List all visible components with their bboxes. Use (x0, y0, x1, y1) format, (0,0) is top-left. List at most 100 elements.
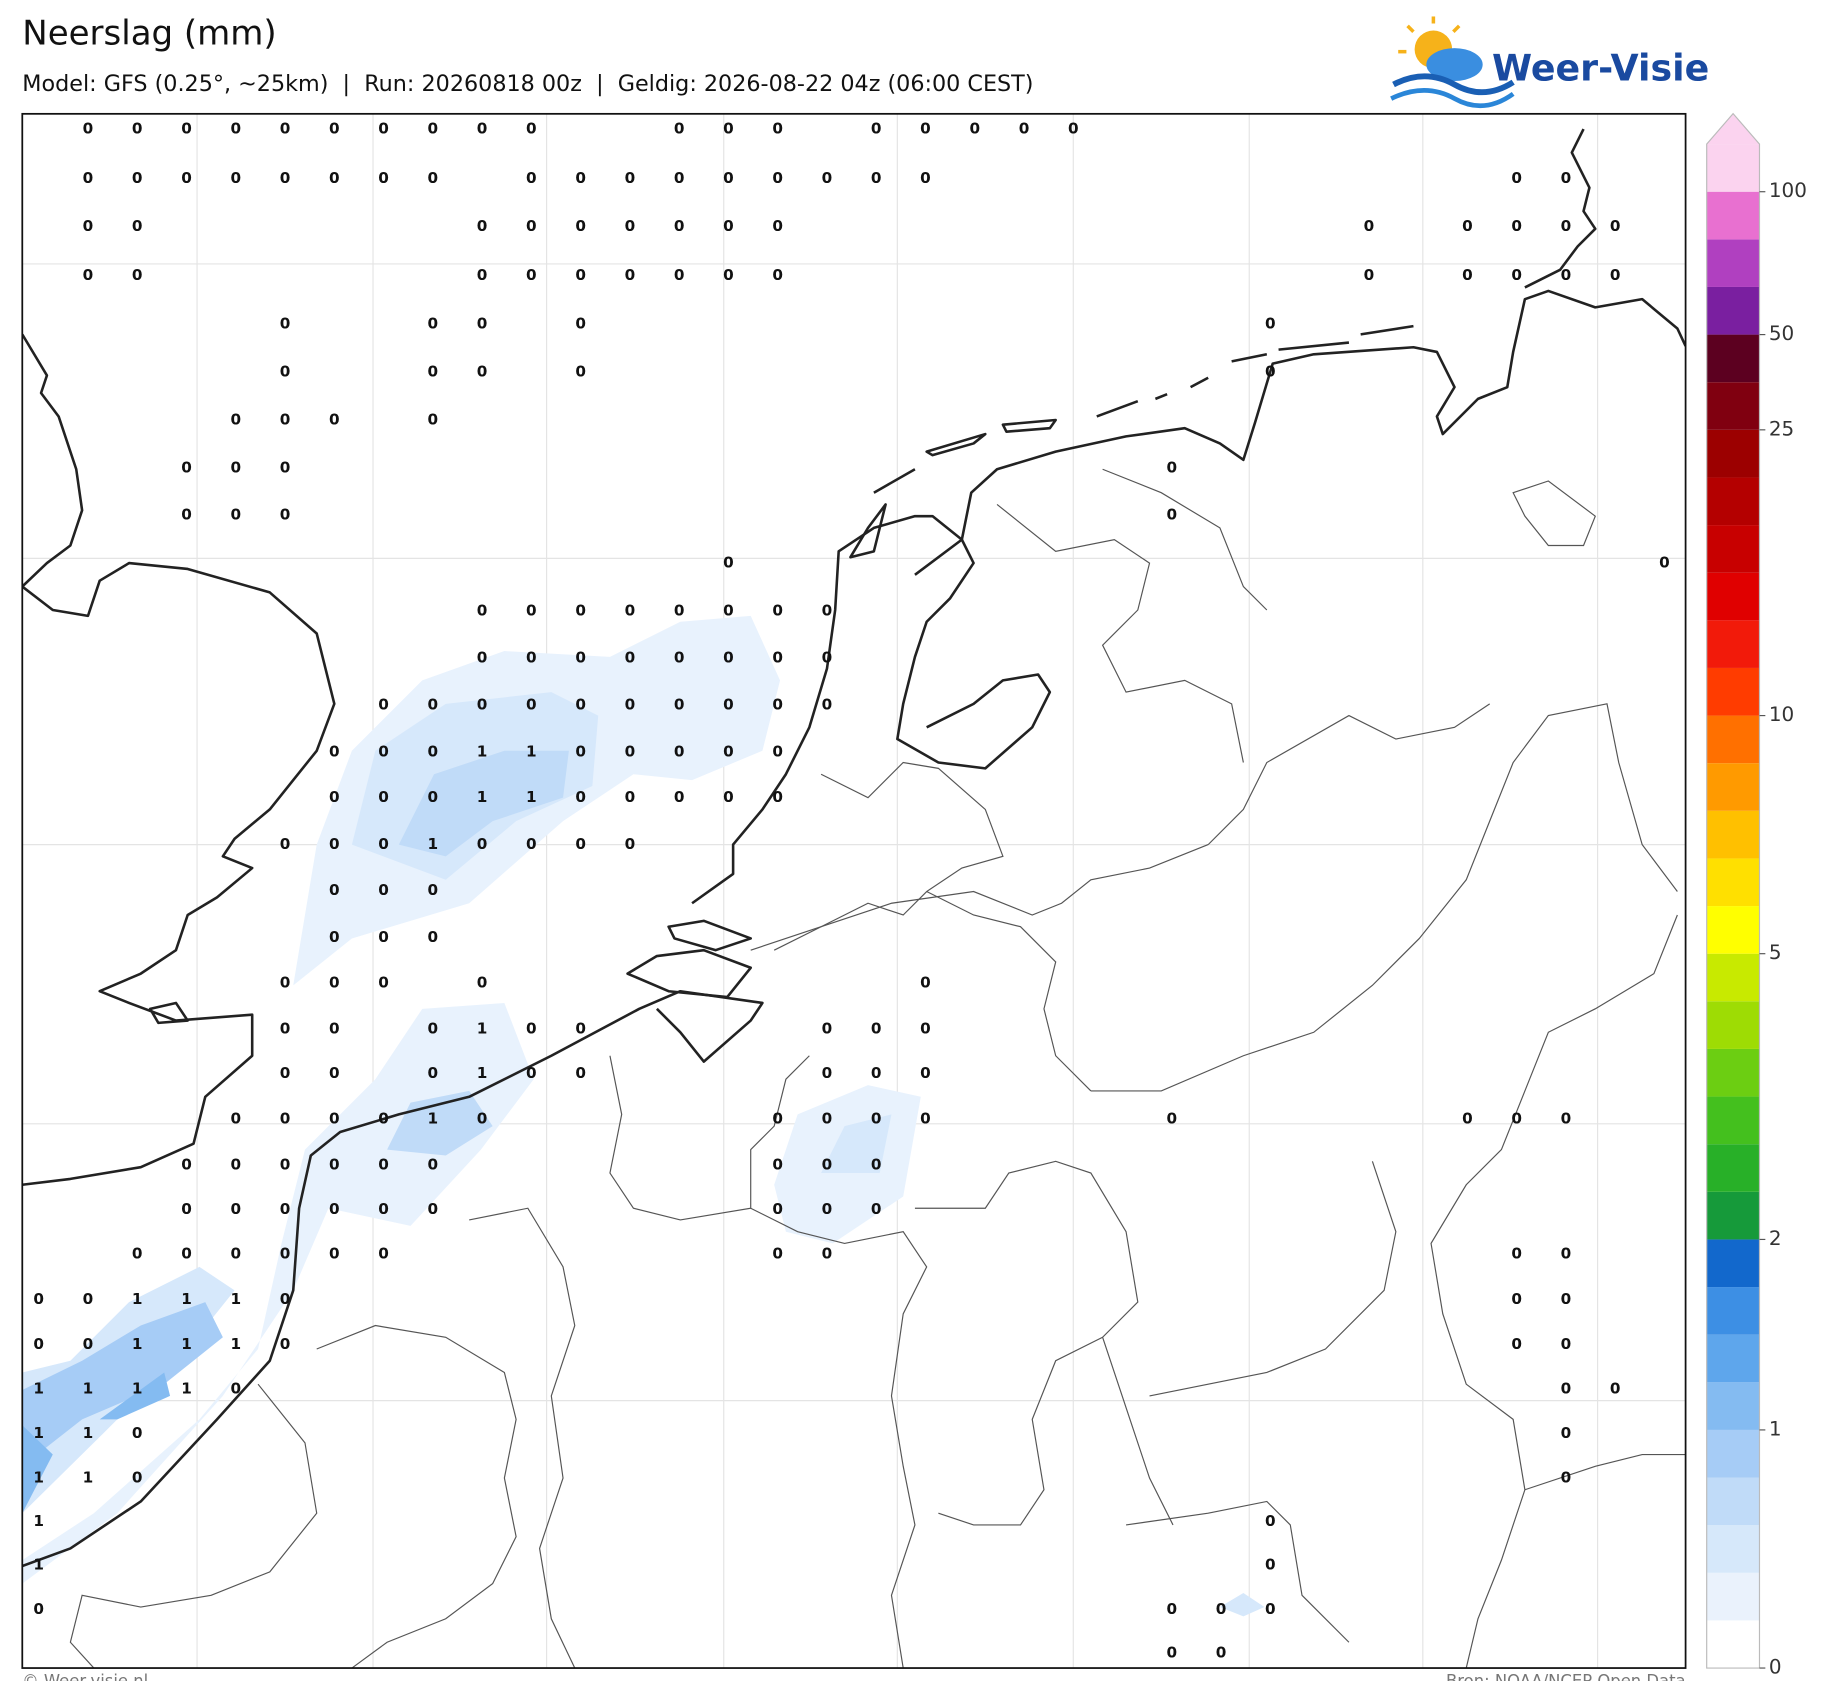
grid-value: 0 (1019, 120, 1030, 138)
colorbar-segment (1706, 525, 1760, 573)
grid-value: 0 (329, 410, 340, 428)
colorbar-segment (1706, 715, 1760, 764)
grid-value: 0 (280, 362, 291, 380)
grid-value: 0 (772, 649, 783, 667)
grid-value: 0 (378, 1200, 389, 1218)
grid-value: 0 (428, 410, 439, 428)
grid-value: 0 (575, 1064, 586, 1082)
grid-value: 1 (477, 742, 488, 760)
grid-value: 0 (1511, 266, 1522, 284)
grid-value: 0 (428, 362, 439, 380)
grid-value: 0 (1511, 1290, 1522, 1308)
grid-value: 1 (181, 1290, 192, 1308)
colorbar-segment (1706, 1048, 1760, 1097)
grid-value: 0 (1561, 217, 1572, 235)
grid-value: 0 (674, 120, 685, 138)
grid-value: 0 (625, 649, 636, 667)
grid-value: 0 (871, 1155, 882, 1173)
grid-value: 0 (1561, 1110, 1572, 1128)
grid-value: 0 (723, 649, 734, 667)
grid-value: 0 (575, 788, 586, 806)
grid-value: 0 (1610, 217, 1621, 235)
grid-value: 0 (280, 169, 291, 187)
colorbar-segment (1706, 667, 1760, 716)
grid-value: 0 (230, 505, 241, 523)
grid-value: 0 (280, 505, 291, 523)
grid-value: 0 (526, 120, 537, 138)
grid-value: 0 (575, 742, 586, 760)
grid-value: 0 (83, 169, 94, 187)
grid-value: 0 (280, 835, 291, 853)
colorbar-tick-label: 2 (1769, 1226, 1782, 1250)
colorbar-segment (1706, 382, 1760, 430)
grid-value: 0 (230, 1200, 241, 1218)
grid-value: 0 (822, 1155, 833, 1173)
grid-value: 0 (625, 788, 636, 806)
grid-value: 0 (920, 120, 931, 138)
grid-value: 0 (280, 459, 291, 477)
grid-value: 0 (1167, 1110, 1178, 1128)
grid-value: 0 (822, 1244, 833, 1262)
grid-value: 0 (181, 1155, 192, 1173)
grid-value: 0 (378, 974, 389, 992)
map-frame (21, 112, 1687, 1669)
grid-value: 0 (772, 788, 783, 806)
grid-value: 0 (132, 1244, 143, 1262)
grid-value: 0 (181, 459, 192, 477)
grid-value: 0 (378, 881, 389, 899)
grid-value: 0 (526, 169, 537, 187)
grid-value: 0 (1511, 1244, 1522, 1262)
grid-value: 0 (920, 169, 931, 187)
grid-value: 1 (132, 1290, 143, 1308)
grid-value: 0 (772, 266, 783, 284)
grid-value: 0 (378, 1155, 389, 1173)
grid-value: 0 (329, 742, 340, 760)
grid-value: 0 (33, 1335, 44, 1353)
source: Bron: NOAA/NCEP Open Data (1446, 1672, 1686, 1681)
grid-value: 0 (132, 1424, 143, 1442)
subtitle: Model: GFS (0.25°, ~25km) | Run: 2026081… (22, 71, 1033, 97)
grid-value: 0 (625, 266, 636, 284)
grid-value: 0 (428, 169, 439, 187)
colorbar-outline (1706, 112, 1761, 1669)
grid-value: 0 (625, 742, 636, 760)
grid-value: 0 (723, 169, 734, 187)
grid-value: 0 (526, 696, 537, 714)
grid-value: 0 (428, 1200, 439, 1218)
grid-value: 0 (526, 217, 537, 235)
grid-value: 0 (625, 835, 636, 853)
grid-value: 0 (428, 120, 439, 138)
colorbar-tick-label: 1 (1769, 1416, 1782, 1440)
grid-value: 1 (477, 1019, 488, 1037)
colorbar-segment (1706, 334, 1760, 383)
grid-value: 0 (1265, 1555, 1276, 1573)
grid-value: 0 (428, 1019, 439, 1037)
grid-value: 1 (230, 1290, 241, 1308)
grid-value: 0 (920, 1064, 931, 1082)
grid-value: 0 (1511, 169, 1522, 187)
grid-value: 0 (230, 1379, 241, 1397)
grid-value: 0 (822, 1110, 833, 1128)
grid-value: 0 (1216, 1600, 1227, 1618)
grid-value: 0 (1561, 1290, 1572, 1308)
grid-value: 0 (83, 1290, 94, 1308)
grid-value: 0 (575, 835, 586, 853)
grid-value: 0 (1167, 1600, 1178, 1618)
grid-value: 0 (181, 505, 192, 523)
grid-value: 0 (772, 120, 783, 138)
grid-value: 0 (723, 602, 734, 620)
grid-value: 0 (772, 602, 783, 620)
colorbar-segment (1706, 1477, 1760, 1526)
grid-value: 0 (280, 1290, 291, 1308)
colorbar-segment (1706, 144, 1760, 192)
grid-value: 0 (772, 1244, 783, 1262)
grid-value: 0 (674, 696, 685, 714)
colorbar-segment (1706, 1620, 1760, 1669)
grid-value: 1 (83, 1424, 94, 1442)
grid-value: 0 (132, 120, 143, 138)
grid-value: 0 (230, 169, 241, 187)
grid-value: 0 (378, 1244, 389, 1262)
